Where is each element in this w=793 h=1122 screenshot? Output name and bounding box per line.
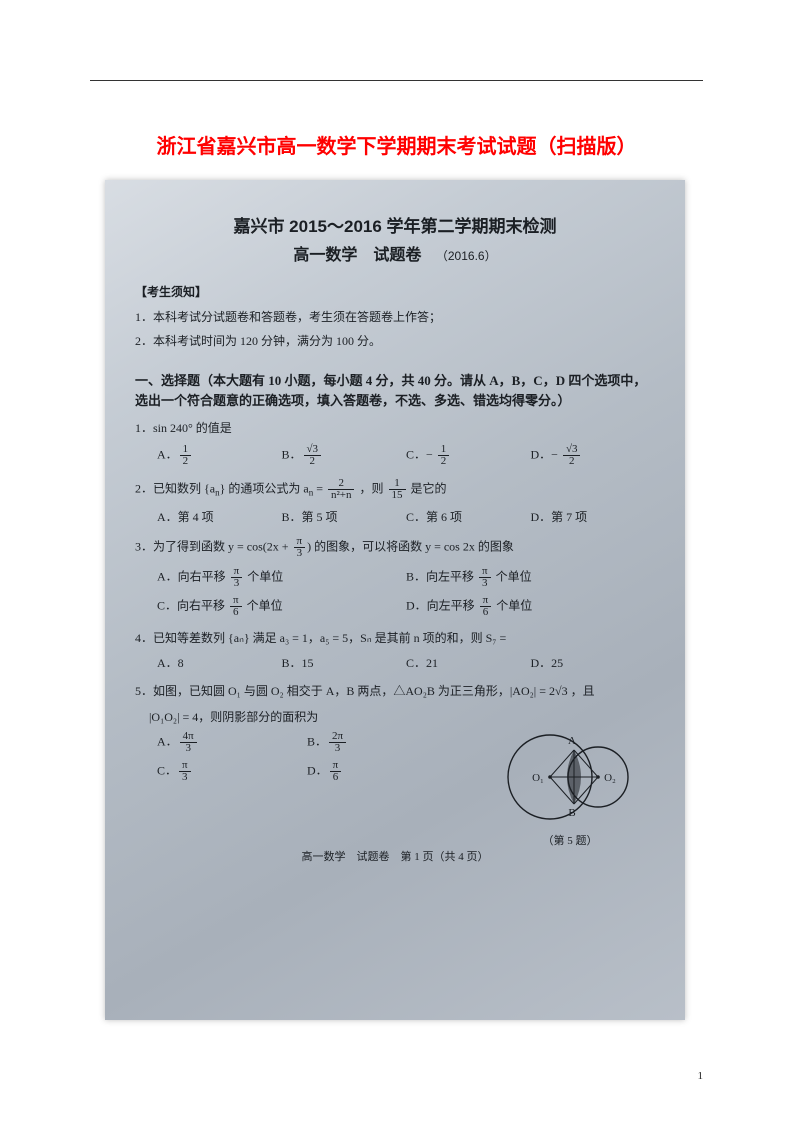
question-3-options: A．向右平移 π3 个单位 B．向左平移 π3 个单位 C．向右平移 π6 个单…	[135, 563, 655, 621]
exam-title-1: 嘉兴市 2015～2016 学年第二学期期末检测	[135, 212, 655, 237]
q3-opt-b: B．向左平移 π3 个单位	[406, 563, 655, 592]
q4-opt-a: A．8	[157, 651, 282, 674]
q2-opt-d: D．第 7 项	[531, 505, 656, 528]
q1-opt-c: C．− 12	[406, 441, 531, 470]
exam-date: （2016.6）	[436, 249, 497, 263]
q5-opt-a: A．4π3	[157, 728, 307, 757]
question-4: 4．已知等差数列 {aₙ} 满足 a₃ = 1，a₅ = 5，Sₙ 是其前 n …	[135, 629, 655, 647]
q1-opt-b: B．√32	[282, 441, 407, 470]
q2-opt-b: B．第 5 项	[282, 505, 407, 528]
q4-opt-b: B．15	[282, 651, 407, 674]
notice-line-1: 1．本科考试分试题卷和答题卷，考生须在答题卷上作答；	[135, 308, 655, 327]
q4-opt-d: D．25	[531, 651, 656, 674]
question-5: 5．如图，已知圆 O₁ 与圆 O₂ 相交于 A，B 两点，△AO₂B 为正三角形…	[135, 682, 655, 700]
notice-title: 【考生须知】	[135, 283, 655, 302]
header-rule	[90, 80, 703, 81]
q1-opt-d: D．− √32	[531, 441, 656, 470]
scanned-page: 嘉兴市 2015～2016 学年第二学期期末检测 高一数学 试题卷 （2016.…	[105, 180, 685, 1020]
scan-footer: 高一数学 试题卷 第 1 页（共 4 页）	[135, 848, 655, 864]
question-2-options: A．第 4 项 B．第 5 项 C．第 6 项 D．第 7 项	[135, 505, 655, 528]
exam-title-2: 高一数学 试题卷 （2016.6）	[135, 241, 655, 265]
q2-opt-c: C．第 6 项	[406, 505, 531, 528]
section-1-heading: 一、选择题（本大题有 10 小题，每小题 4 分，共 40 分。请从 A，B，C…	[135, 373, 646, 408]
svg-text:B: B	[568, 807, 575, 819]
q5-opt-d: D．π6	[307, 757, 457, 786]
q1-opt-a: A．12	[157, 441, 282, 470]
circles-diagram-icon: A B O₁ O₂	[490, 722, 650, 832]
q3-opt-c: C．向右平移 π6 个单位	[157, 592, 406, 621]
exam-subject: 高一数学 试题卷	[293, 247, 421, 264]
diagram-caption: （第 5 题）	[485, 832, 655, 848]
question-5-options: A．4π3 B．2π3 C．π3 D．π6	[135, 728, 457, 786]
question-1: 1．sin 240° 的值是	[135, 419, 655, 437]
svg-text:O₂: O₂	[604, 772, 616, 784]
question-3: 3．为了得到函数 y = cos(2x + π3) 的图象，可以将函数 y = …	[135, 536, 655, 559]
question-4-options: A．8 B．15 C．21 D．25	[135, 651, 655, 674]
q5-opt-b: B．2π3	[307, 728, 457, 757]
notice-line-2: 2．本科考试时间为 120 分钟，满分为 100 分。	[135, 332, 655, 351]
question-1-options: A．12 B．√32 C．− 12 D．− √32	[135, 441, 655, 470]
q3-opt-d: D．向左平移 π6 个单位	[406, 592, 655, 621]
question-2: 2．已知数列 {an} 的通项公式为 an = 2n²+n ，则 115 是它的	[135, 478, 655, 501]
q2-opt-a: A．第 4 项	[157, 505, 282, 528]
document-title: 浙江省嘉兴市高一数学下学期期末考试试题（扫描版）	[0, 130, 793, 159]
q5-opt-c: C．π3	[157, 757, 307, 786]
svg-text:A: A	[568, 735, 576, 747]
question-5-diagram: A B O₁ O₂ （第 5 题）	[485, 722, 655, 848]
svg-text:O₁: O₁	[532, 772, 544, 784]
page-number: 1	[698, 1070, 704, 1082]
q4-opt-c: C．21	[406, 651, 531, 674]
q3-opt-a: A．向右平移 π3 个单位	[157, 563, 406, 592]
